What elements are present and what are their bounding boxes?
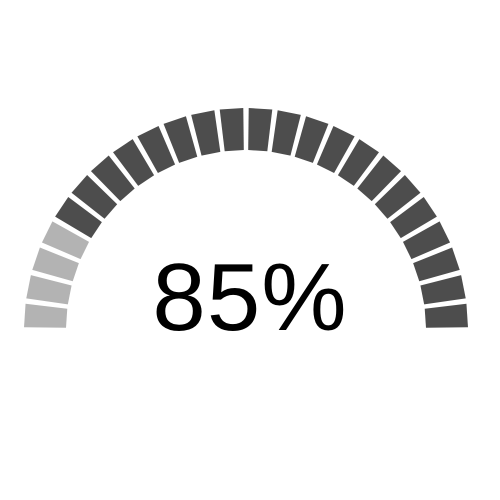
gauge-segment-filled: [316, 125, 355, 174]
gauge-segment-filled: [337, 139, 379, 186]
gauge-segment-filled: [71, 174, 118, 219]
gauge-segment-filled: [137, 125, 176, 174]
gauge-segment-empty: [32, 247, 79, 282]
gauge-segment-filled: [420, 275, 466, 305]
gauge-segment-empty: [24, 303, 68, 328]
gauge-segment-filled: [424, 303, 468, 328]
gauge-segment-filled: [113, 139, 155, 186]
gauge-segment-filled: [402, 221, 451, 260]
gauge-segment-filled: [163, 116, 198, 163]
gauge-segment-empty: [41, 221, 90, 260]
gauge-segment-filled: [248, 108, 273, 152]
gauge-segment-filled: [374, 174, 421, 219]
gauge-segment-filled: [55, 197, 102, 239]
gauge-segment-filled: [191, 110, 221, 156]
gauge-segment-empty: [26, 275, 72, 305]
gauge-segment-filled: [271, 110, 301, 156]
gauge-segment-filled: [90, 155, 135, 202]
gauge-segment-filled: [294, 116, 329, 163]
gauge-segment-filled: [413, 247, 460, 282]
gauge-segment-filled: [390, 197, 437, 239]
gauge-segment-filled: [219, 108, 244, 152]
gauge-value-label: 85%: [152, 244, 348, 351]
gauge-segment-filled: [357, 155, 402, 202]
